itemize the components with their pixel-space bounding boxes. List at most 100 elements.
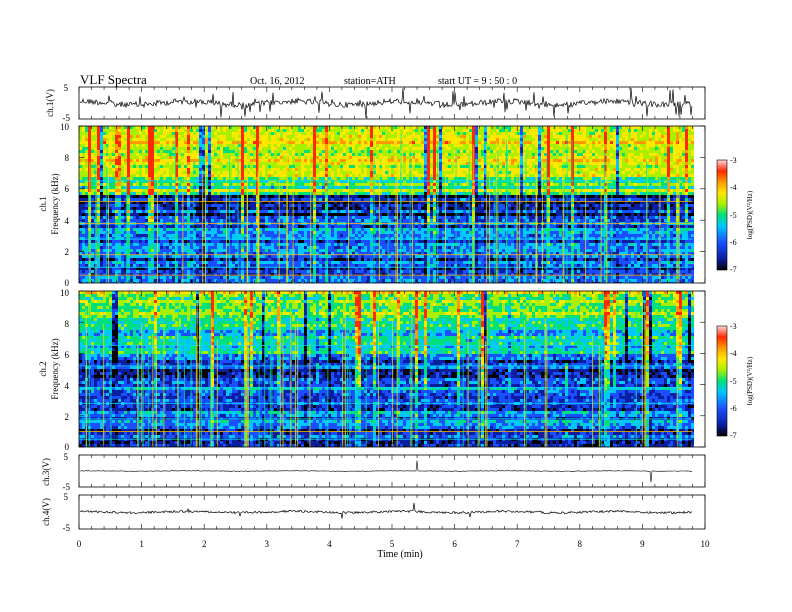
spectrogram-cell — [238, 144, 241, 147]
spectrogram-cell — [244, 252, 247, 255]
spectrogram-cell — [184, 165, 187, 168]
spectrogram-cell — [196, 141, 199, 144]
spectrogram-cell — [331, 144, 334, 147]
spectrogram-cell — [112, 207, 115, 210]
spectrogram-cell — [151, 204, 154, 207]
spectrogram-cell — [88, 147, 91, 150]
spectrogram-cell — [223, 141, 226, 144]
spectrogram-cell — [187, 144, 190, 147]
spectrogram-cell — [124, 252, 127, 255]
spectrogram-cell — [256, 186, 259, 189]
spectrogram-cell — [145, 204, 148, 207]
spectrogram-cell — [211, 153, 214, 156]
spectrogram-cell — [268, 153, 271, 156]
spectrogram-cell — [280, 135, 283, 138]
spectrogram-cell — [193, 135, 196, 138]
spectrogram-cell — [193, 276, 196, 279]
spectrogram-cell — [313, 186, 316, 189]
spectrogram-cell — [244, 153, 247, 156]
spectrogram-cell — [94, 153, 97, 156]
spectrogram-cell — [109, 237, 112, 240]
spectrogram-cell — [328, 153, 331, 156]
spectrogram-cell — [151, 156, 154, 159]
spectrogram-cell — [79, 201, 82, 204]
spectrogram-cell — [184, 261, 187, 264]
spectrogram-cell — [133, 165, 136, 168]
spectrogram-cell — [295, 126, 298, 129]
spectrogram-cell — [163, 240, 166, 243]
spectrogram-cell — [322, 174, 325, 177]
spectrogram-cell — [268, 273, 271, 276]
spectrogram-cell — [196, 159, 199, 162]
spectrogram-cell — [217, 159, 220, 162]
spectrogram-cell — [265, 186, 268, 189]
spectrogram-cell — [310, 258, 313, 261]
spectrogram-cell — [256, 276, 259, 279]
spectrogram-cell — [97, 198, 100, 201]
spectrogram-cell — [325, 174, 328, 177]
spectrogram-cell — [223, 234, 226, 237]
spectrogram-cell — [79, 216, 82, 219]
spectrogram-cell — [196, 150, 199, 153]
spectrogram-cell — [121, 192, 124, 195]
spectrogram-cell — [202, 153, 205, 156]
spectrogram-cell — [157, 141, 160, 144]
spectrogram-cell — [334, 129, 337, 132]
spectrogram-cell — [352, 147, 355, 150]
spectrogram-cell — [346, 195, 349, 198]
spectrogram-cell — [259, 246, 262, 249]
spectrogram-cell — [106, 255, 109, 258]
spectrogram-cell — [256, 183, 259, 186]
spectrogram-cell — [268, 249, 271, 252]
spectrogram-cell — [196, 213, 199, 216]
spectrogram-cell — [352, 201, 355, 204]
spectrogram-cell — [154, 159, 157, 162]
spectrogram-cell — [178, 237, 181, 240]
spectrogram-cell — [205, 252, 208, 255]
spectrogram-cell — [316, 273, 319, 276]
spectrogram-cell — [130, 249, 133, 252]
spectrogram-cell — [340, 234, 343, 237]
spectrogram-cell — [142, 273, 145, 276]
spectrogram-cell — [220, 141, 223, 144]
spectrogram-cell — [256, 162, 259, 165]
spectrogram-cell — [193, 279, 196, 282]
spectrogram-cell — [205, 204, 208, 207]
spectrogram-cell — [316, 228, 319, 231]
spectrogram-cell — [190, 162, 193, 165]
spectrogram-cell — [256, 213, 259, 216]
spectrogram-cell — [94, 129, 97, 132]
spectrogram-cell — [205, 216, 208, 219]
spectrogram-cell — [235, 216, 238, 219]
spectrogram-cell — [178, 276, 181, 279]
spectrogram-cell — [100, 195, 103, 198]
spectrogram-cell — [196, 255, 199, 258]
spectrogram-cell — [265, 267, 268, 270]
spectrogram-cell — [157, 150, 160, 153]
spectrogram-cell — [352, 264, 355, 267]
spectrogram-cell — [259, 237, 262, 240]
spectrogram-cell — [136, 129, 139, 132]
spectrogram-cell — [79, 132, 82, 135]
spectrogram-cell — [154, 249, 157, 252]
spectrogram-cell — [148, 171, 151, 174]
spectrogram-cell — [103, 273, 106, 276]
spectrogram-cell — [115, 183, 118, 186]
spectrogram-cell — [301, 156, 304, 159]
spectrogram-cell — [226, 165, 229, 168]
spectrogram-cell — [244, 135, 247, 138]
spectrogram-cell — [244, 141, 247, 144]
spectrogram-cell — [295, 246, 298, 249]
spectrogram-cell — [352, 168, 355, 171]
spectrogram-cell — [325, 240, 328, 243]
spectrogram-cell — [295, 225, 298, 228]
spectrogram-cell — [241, 243, 244, 246]
spectrogram-cell — [328, 252, 331, 255]
spectrogram-cell — [148, 261, 151, 264]
spectrogram-cell — [217, 225, 220, 228]
spectrogram-cell — [253, 201, 256, 204]
spectrogram-cell — [256, 129, 259, 132]
spectrogram-cell — [235, 234, 238, 237]
spectrogram-cell — [301, 165, 304, 168]
spectrogram-cell — [298, 216, 301, 219]
